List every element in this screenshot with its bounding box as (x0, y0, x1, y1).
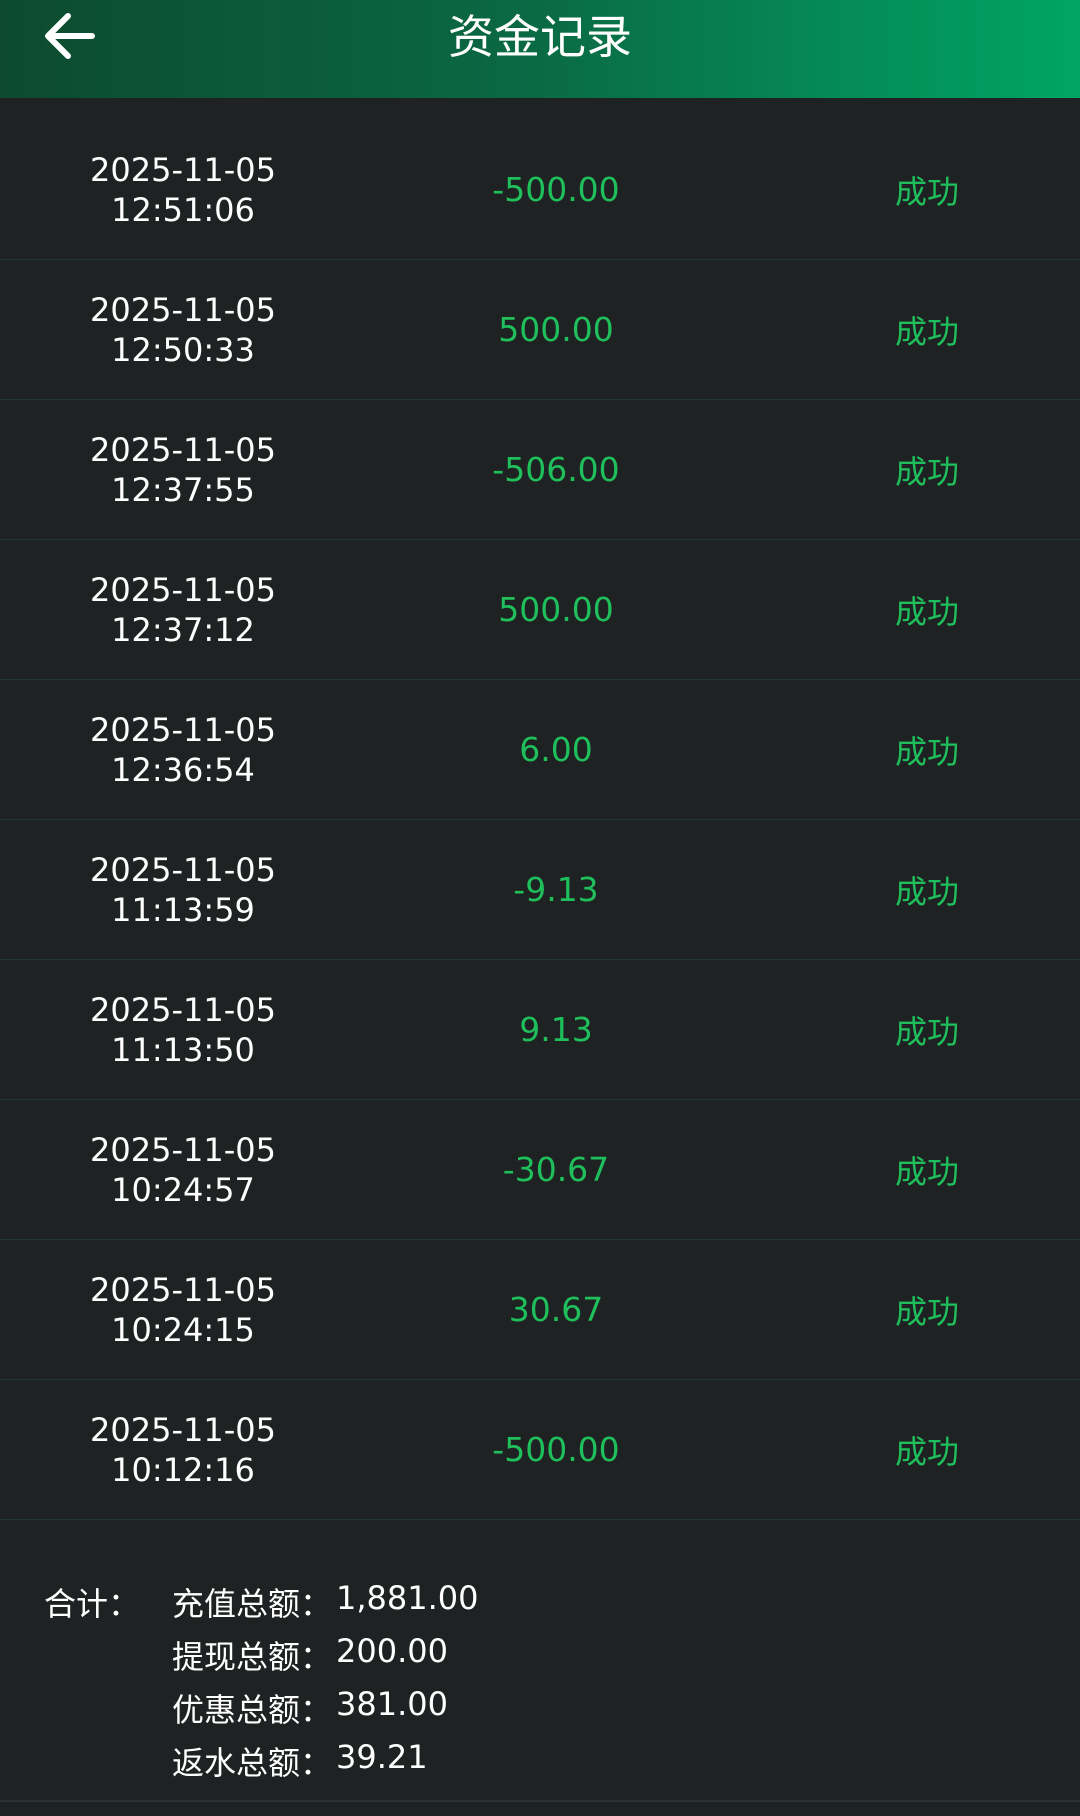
date: 2025-11-05 (90, 571, 276, 609)
status: 成功 (894, 1432, 959, 1471)
summary-item-label: 优惠总额： (172, 1691, 333, 1729)
summary-label: 合计： (44, 1585, 141, 1623)
date: 2025-11-05 (90, 291, 276, 329)
summary-item: 返水总额： 39.21 (172, 1738, 428, 1784)
datetime: 2025-11-05 12:50:33 (63, 290, 303, 370)
record-row[interactable]: 2025-11-05 12:37:55 -506.00 成功 (0, 400, 1080, 540)
time: 10:24:15 (111, 1311, 255, 1349)
date: 2025-11-05 (90, 1271, 276, 1309)
datetime: 2025-11-05 11:13:59 (63, 850, 303, 930)
datetime: 2025-11-05 12:37:12 (63, 570, 303, 650)
datetime: 2025-11-05 12:36:54 (63, 710, 303, 790)
summary-item-label: 充值总额： (172, 1585, 333, 1623)
time: 12:37:55 (111, 471, 255, 509)
record-row[interactable]: 2025-11-05 11:13:59 -9.13 成功 (0, 820, 1080, 960)
time: 10:12:16 (111, 1451, 255, 1489)
summary-item-value: 39.21 (336, 1738, 428, 1776)
date: 2025-11-05 (90, 1131, 276, 1169)
summary-item-value: 200.00 (336, 1632, 448, 1670)
datetime: 2025-11-05 12:37:55 (63, 430, 303, 510)
record-row[interactable]: 2025-11-05 12:51:06 -500.00 成功 (0, 120, 1080, 260)
status: 成功 (894, 1152, 959, 1191)
status: 成功 (894, 1012, 959, 1051)
summary-item-value: 381.00 (336, 1685, 448, 1723)
amount: -500.00 (492, 170, 620, 209)
status: 成功 (894, 1292, 959, 1331)
time: 12:51:06 (111, 191, 255, 229)
time: 12:50:33 (111, 331, 255, 369)
date: 2025-11-05 (90, 151, 276, 189)
datetime: 2025-11-05 12:51:06 (63, 150, 303, 230)
time: 11:13:59 (111, 891, 255, 929)
amount: 6.00 (519, 730, 593, 769)
amount: 500.00 (498, 590, 614, 629)
status: 成功 (894, 732, 959, 771)
datetime: 2025-11-05 11:13:50 (63, 990, 303, 1070)
header: 资金记录 (0, 0, 1080, 98)
summary-item-label: 返水总额： (172, 1744, 333, 1782)
status: 成功 (894, 312, 959, 351)
record-row[interactable]: 2025-11-05 10:24:15 30.67 成功 (0, 1240, 1080, 1380)
status: 成功 (894, 172, 959, 211)
record-list: 2025-11-05 12:51:06 -500.00 成功 2025-11-05 12:… (0, 120, 1080, 1520)
date: 2025-11-05 (90, 711, 276, 749)
date: 2025-11-05 (90, 1411, 276, 1449)
datetime: 2025-11-05 10:12:16 (63, 1410, 303, 1490)
time: 10:24:57 (111, 1171, 255, 1209)
amount: -9.13 (513, 870, 599, 909)
status: 成功 (894, 872, 959, 911)
amount: -506.00 (492, 450, 620, 489)
summary: 合计： 充值总额： 1,881.00 提现总额： 200.00 优惠总额： 381.00 返… (0, 1557, 1080, 1802)
summary-item: 充值总额： 1,881.00 (172, 1579, 479, 1625)
summary-item-label: 提现总额： (172, 1638, 333, 1676)
time: 12:37:12 (111, 611, 255, 649)
amount: -30.67 (502, 1150, 610, 1189)
amount: 30.67 (508, 1290, 604, 1329)
record-row[interactable]: 2025-11-05 12:36:54 6.00 成功 (0, 680, 1080, 820)
record-row[interactable]: 2025-11-05 11:13:50 9.13 成功 (0, 960, 1080, 1100)
date: 2025-11-05 (90, 991, 276, 1029)
summary-item: 优惠总额： 381.00 (172, 1685, 448, 1731)
datetime: 2025-11-05 10:24:57 (63, 1130, 303, 1210)
date: 2025-11-05 (90, 851, 276, 889)
record-row[interactable]: 2025-11-05 10:12:16 -500.00 成功 (0, 1380, 1080, 1520)
datetime: 2025-11-05 10:24:15 (63, 1270, 303, 1350)
title: 资金记录 (448, 10, 632, 64)
amount: 500.00 (498, 310, 614, 349)
status: 成功 (894, 452, 959, 491)
amount: 9.13 (519, 1010, 593, 1049)
record-row[interactable]: 2025-11-05 12:37:12 500.00 成功 (0, 540, 1080, 680)
time: 11:13:50 (111, 1031, 255, 1069)
date: 2025-11-05 (90, 431, 276, 469)
back-button[interactable] (40, 6, 100, 66)
record-row[interactable]: 2025-11-05 12:50:33 500.00 成功 (0, 260, 1080, 400)
summary-item: 提现总额： 200.00 (172, 1632, 448, 1678)
time: 12:36:54 (111, 751, 255, 789)
summary-item-value: 1,881.00 (336, 1579, 479, 1617)
amount: -500.00 (492, 1430, 620, 1469)
status: 成功 (894, 592, 959, 631)
record-row[interactable]: 2025-11-05 10:24:57 -30.67 成功 (0, 1100, 1080, 1240)
